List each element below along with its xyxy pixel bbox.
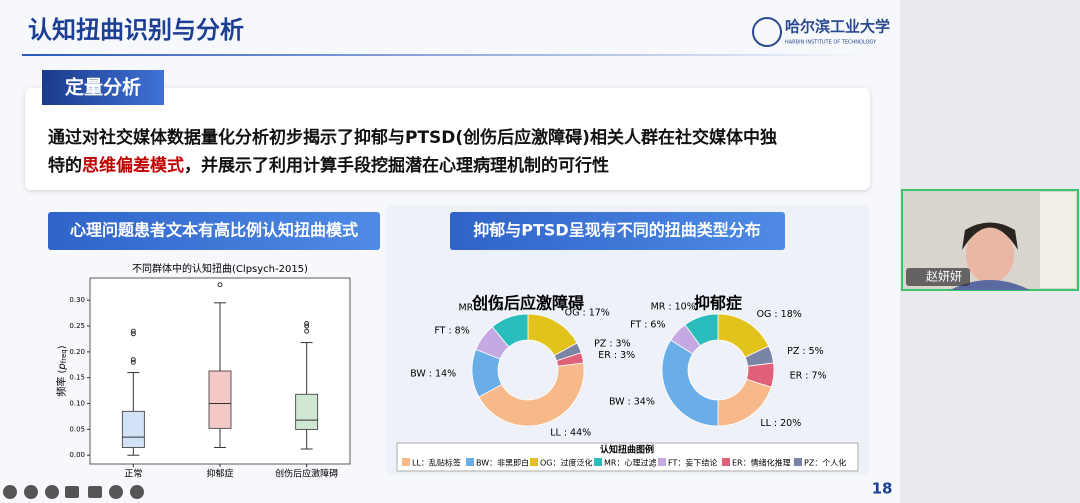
donut-label: PZ : 3%: [594, 338, 631, 349]
legend-swatch: [594, 458, 602, 466]
y-tick-label: 0.20: [69, 348, 85, 356]
logo-name: 哈尔滨工业大学: [785, 17, 890, 35]
outlier: [130, 359, 136, 365]
y-axis-label: 频率 (pfreq): [55, 345, 68, 396]
box: [121, 410, 145, 448]
donut-label: MR : 11%: [458, 302, 503, 313]
summary-line: 通过对社交媒体数据量化分析初步揭示了抑郁与PTSD(创伤后应激障碍)相关人群在社…: [48, 127, 777, 148]
legend-swatch: [530, 458, 538, 466]
y-axis-label-part: p: [57, 363, 68, 370]
summary-text: 通过对社交媒体数据量化分析初步揭示了抑郁与PTSD(创伤后应激障碍)相关人群在社…: [48, 127, 777, 148]
tool-icon[interactable]: [109, 485, 123, 499]
logo-emblem: [752, 17, 782, 47]
y-tick-label: 0.30: [69, 296, 85, 304]
summary-line: 特的思维偏差模式，并展示了利用计算手段挖掘潜在心理病理机制的可行性: [48, 155, 609, 176]
legend-entry: MR：心理过滤: [604, 458, 656, 468]
video-tile: 赵妍妍: [901, 189, 1079, 291]
chart-title: 不同群体中的认知扭曲(Clpsych-2015): [132, 262, 308, 275]
box: [208, 370, 232, 429]
right-heading: 抑郁与PTSD呈现有不同的扭曲类型分布: [473, 221, 760, 240]
donut-segment: [684, 313, 719, 347]
name-tag: [906, 268, 970, 286]
summary-box: [25, 88, 870, 190]
donut-label: OG : 18%: [757, 309, 802, 320]
left-heading-box: [48, 212, 380, 250]
y-axis-label-part: ): [57, 345, 68, 349]
legend-box: [396, 442, 859, 472]
donut-title: 抑郁症: [694, 294, 742, 313]
legend-entry: LL：乱贴标签: [412, 458, 461, 468]
slide-title: 认知扭曲识别与分析: [28, 16, 244, 44]
page-number: 18: [872, 480, 893, 498]
outlier: [130, 357, 136, 363]
donut-label: ER : 7%: [790, 371, 827, 382]
left-heading: 心理问题患者文本有高比例认知扭曲模式: [70, 221, 358, 240]
summary-text: ，并展示了利用计算手段挖掘潜在心理病理机制的可行性: [184, 155, 609, 176]
donut-label: FT : 8%: [434, 326, 469, 337]
tool-icon[interactable]: [88, 486, 102, 498]
donut-segment: [478, 362, 585, 427]
legend-entry: BW：非黑即白: [476, 458, 529, 468]
x-tick-label: 抑郁症: [206, 468, 233, 480]
donut-label: OG : 17%: [565, 308, 610, 319]
donut-label: PZ : 5%: [787, 346, 824, 357]
legend-swatch: [658, 458, 666, 466]
person-face: [966, 227, 1014, 283]
y-axis-label-part: 频率 (: [55, 369, 68, 396]
tool-icon[interactable]: [45, 485, 59, 499]
summary-highlight: 思维偏差模式: [82, 155, 184, 176]
person-hair: [962, 222, 1018, 250]
legend-entry: PZ：个人化: [804, 458, 846, 468]
box: [295, 393, 319, 430]
outlier: [130, 328, 136, 334]
legend-swatch: [722, 458, 730, 466]
tool-icon[interactable]: [130, 485, 144, 499]
legend-swatch: [466, 458, 474, 466]
y-tick-label: 0.25: [69, 322, 85, 330]
donut-segment: [661, 339, 719, 427]
summary-text: 特的: [48, 155, 82, 176]
donut-label: FT : 6%: [630, 319, 665, 330]
donut-label: LL : 20%: [760, 418, 801, 429]
outlier: [217, 282, 223, 288]
donut-segment: [491, 313, 529, 348]
section-tag: [42, 70, 164, 105]
right-heading-box: [450, 212, 785, 250]
donut-label: ER : 3%: [598, 350, 635, 361]
tool-icon[interactable]: [65, 486, 79, 498]
outlier: [130, 331, 136, 337]
legend-swatch: [794, 458, 802, 466]
tool-icon[interactable]: [3, 485, 17, 499]
y-tick-label: 0.05: [69, 425, 85, 433]
title-rule: [22, 54, 872, 56]
outlier: [304, 320, 310, 326]
legend-entry: OG：过度泛化: [540, 458, 593, 468]
legend-entry: FT：妄下结论: [668, 458, 717, 468]
y-tick-label: 0.00: [69, 451, 85, 459]
legend-swatch: [402, 458, 410, 466]
y-axis-label-part: freq: [60, 349, 68, 363]
participant-name: 赵妍妍: [926, 270, 962, 284]
legend-title: 认知扭曲图例: [600, 444, 654, 456]
y-tick-label: 0.10: [69, 400, 85, 408]
outlier: [304, 323, 310, 329]
toolbar: [3, 485, 144, 499]
legend-entry: ER：情绪化推理: [732, 458, 791, 468]
donut-label: BW : 14%: [410, 369, 456, 380]
video-wall: [1040, 192, 1076, 288]
logo-sub: HARBIN INSTITUTE OF TECHNOLOGY: [785, 40, 877, 46]
x-tick-label: 创伤后应激障碍: [275, 468, 338, 480]
y-tick-label: 0.15: [69, 374, 85, 382]
donut-label: MR : 10%: [651, 302, 696, 313]
section-label: 定量分析: [65, 76, 141, 99]
tool-icon[interactable]: [24, 485, 38, 499]
outlier: [304, 328, 310, 334]
donut-label: BW : 34%: [609, 396, 655, 407]
donut-label: LL : 44%: [550, 427, 591, 438]
x-tick-label: 正常: [124, 468, 142, 480]
donut-title: 创伤后应激障碍: [471, 294, 584, 313]
